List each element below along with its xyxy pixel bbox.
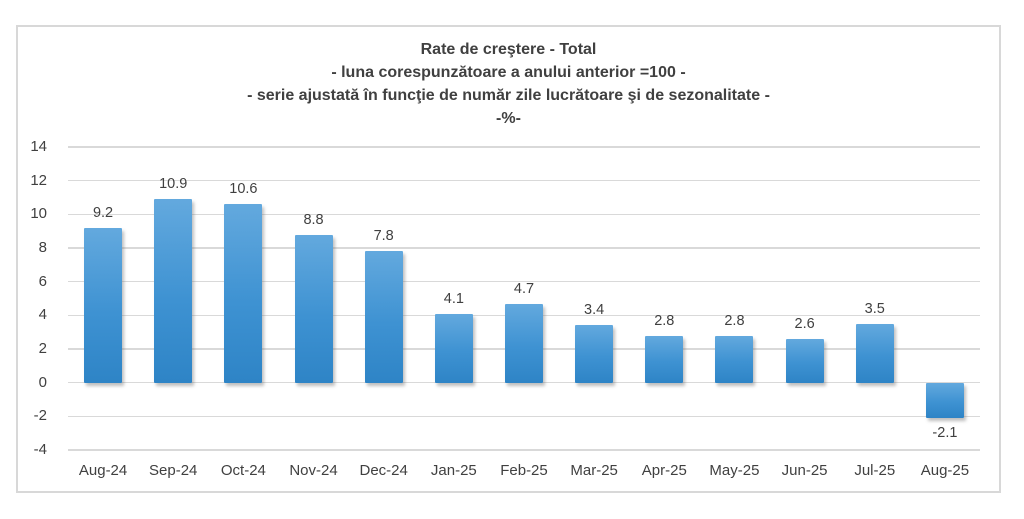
chart-title: Rate de creştere - Total - luna corespun…	[16, 38, 1001, 130]
bar-value-label: 4.1	[443, 290, 464, 307]
y-axis-tick-label: -2	[33, 407, 47, 425]
x-axis-category-label: Feb-25	[500, 462, 548, 479]
gridline	[68, 247, 980, 249]
chart-title-line-4: -%-	[496, 110, 521, 127]
y-axis-tick-label: 12	[30, 171, 47, 189]
bar-value-label: 2.8	[724, 312, 745, 329]
bar-Sep-24	[154, 199, 193, 383]
y-axis-tick-label: 6	[38, 272, 47, 290]
x-axis-category-label: Jan-25	[430, 462, 477, 479]
x-axis-category-label: Jul-25	[854, 462, 896, 479]
gridline	[68, 280, 980, 283]
bar-value-label: 7.8	[373, 228, 394, 245]
gridline	[68, 449, 980, 451]
bar-value-label: 3.4	[584, 302, 605, 319]
bar-value-label: 2.8	[654, 312, 675, 329]
chart-title-line-1: Rate de creştere - Total	[420, 41, 597, 58]
bar-Jun-25	[785, 338, 824, 383]
bar-Aug-25	[925, 382, 964, 418]
bar-Jul-25	[855, 323, 894, 383]
bar-Aug-24	[84, 227, 123, 383]
bar-Feb-25	[505, 303, 543, 383]
bar-Nov-24	[294, 234, 333, 383]
bar-value-label: 10.6	[229, 181, 258, 198]
bar-Oct-24	[224, 204, 263, 383]
gridline	[68, 146, 980, 148]
y-axis-tick-label: 14	[30, 138, 47, 155]
x-axis-category-label: May-25	[709, 462, 760, 479]
gridline	[68, 179, 980, 182]
bar-Jan-25	[434, 313, 473, 383]
bar-Apr-25	[645, 335, 684, 383]
bar-value-label: 3.5	[864, 300, 885, 317]
bar-May-25	[715, 335, 754, 383]
gridline	[68, 381, 980, 384]
bar-value-label: 9.2	[92, 204, 114, 221]
gridline	[68, 213, 980, 216]
bar-value-label: 2.6	[794, 315, 815, 332]
bar-value-label: 4.7	[513, 280, 535, 297]
x-axis-category-label: Dec-24	[359, 462, 408, 479]
y-axis-tick-label: 4	[38, 306, 47, 324]
y-axis-tick-label: 0	[38, 373, 47, 391]
chart-title-line-3: - serie ajustată în funcţie de număr zil…	[247, 87, 770, 104]
x-axis-category-label: Aug-25	[920, 462, 970, 479]
bar-Mar-25	[575, 325, 614, 383]
y-axis-tick-label: 2	[38, 340, 47, 357]
y-axis-tick-label: 8	[38, 239, 47, 256]
x-axis-category-label: Apr-25	[641, 462, 687, 479]
bar-value-label: -2.1	[932, 425, 958, 442]
chart-title-line-2: - luna corespunzătoare a anului anterior…	[331, 64, 686, 81]
bar-Dec-24	[364, 251, 403, 383]
gridline	[68, 415, 980, 418]
x-axis-category-label: Nov-24	[289, 462, 338, 479]
x-axis-category-label: Mar-25	[570, 462, 618, 479]
x-axis-category-label: Oct-24	[220, 462, 266, 479]
y-axis-tick-label: 10	[30, 205, 47, 223]
x-axis-category-label: Sep-24	[149, 462, 198, 479]
x-axis-category-label: Aug-24	[78, 462, 128, 479]
x-axis-category-label: Jun-25	[781, 462, 828, 479]
bar-value-label: 10.9	[159, 176, 188, 193]
y-axis-tick-label: -4	[33, 441, 47, 458]
bar-value-label: 8.8	[303, 211, 324, 228]
